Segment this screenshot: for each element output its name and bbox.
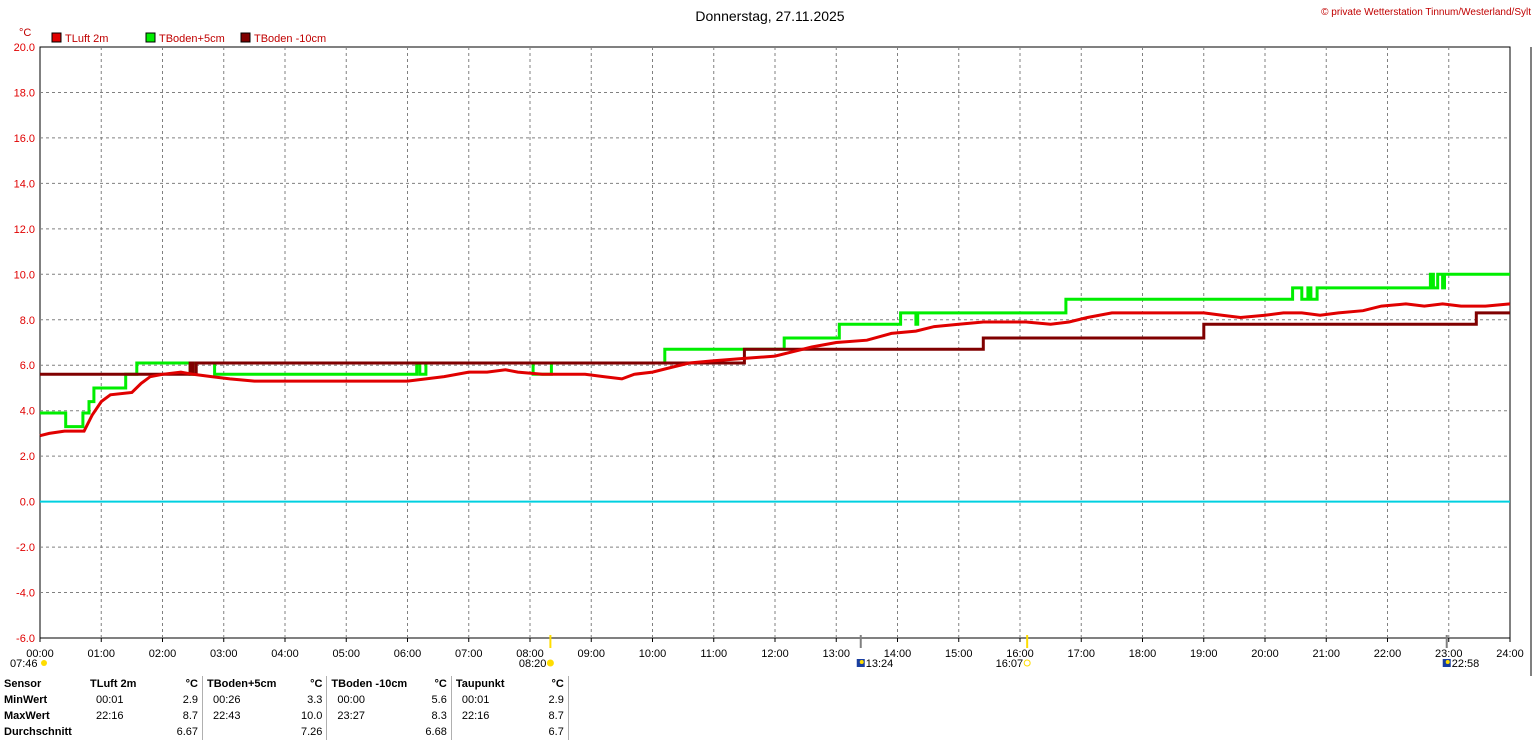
stats-cell: 22:16 bbox=[86, 708, 166, 724]
stats-row-label: MinWert bbox=[0, 692, 86, 708]
stats-cell: 10.0 bbox=[297, 708, 327, 724]
statistics-table: Sensor TLuft 2m °C TBoden+5cm °C TBoden … bbox=[0, 676, 569, 740]
stats-cell: 00:01 bbox=[86, 692, 166, 708]
stats-header-unit: °C bbox=[166, 676, 203, 692]
stats-header-sensor: Sensor bbox=[0, 676, 86, 692]
y-tick-label: 16.0 bbox=[14, 133, 35, 145]
marker-time-label: 07:46 bbox=[10, 658, 38, 670]
stats-cell: 00:26 bbox=[203, 692, 298, 708]
stats-header-tboden5: TBoden+5cm bbox=[203, 676, 298, 692]
chart-legend: TLuft 2m TBoden+5cm TBoden -10cm bbox=[52, 33, 326, 45]
stats-cell: 22:16 bbox=[451, 708, 534, 724]
stats-row-avg: Durchschnitt 6.67 7.26 6.68 6.7 bbox=[0, 724, 568, 740]
legend-label: TLuft 2m bbox=[65, 33, 108, 45]
stats-cell: 8.3 bbox=[421, 708, 451, 724]
stats-cell: 6.7 bbox=[534, 724, 569, 740]
x-tick-label: 03:00 bbox=[210, 648, 238, 660]
x-tick-label: 01:00 bbox=[87, 648, 115, 660]
stats-cell: 7.26 bbox=[297, 724, 327, 740]
legend-label: TBoden -10cm bbox=[254, 33, 326, 45]
y-tick-label: 0.0 bbox=[20, 497, 35, 509]
stats-header-unit: °C bbox=[421, 676, 451, 692]
x-tick-label: 09:00 bbox=[577, 648, 605, 660]
stats-cell: 23:27 bbox=[327, 708, 422, 724]
sunset-icon bbox=[1024, 660, 1030, 666]
copyright-note: © private Wetterstation Tinnum/Westerlan… bbox=[1321, 7, 1531, 18]
chart-title: Donnerstag, 27.11.2025 bbox=[695, 8, 844, 24]
stats-header-tboden10: TBoden -10cm bbox=[327, 676, 422, 692]
sunrise-icon bbox=[547, 660, 553, 666]
y-tick-label: -6.0 bbox=[16, 633, 35, 645]
stats-row-label: MaxWert bbox=[0, 708, 86, 724]
stats-cell: 8.7 bbox=[166, 708, 203, 724]
x-tick-label: 18:00 bbox=[1129, 648, 1157, 660]
legend-swatch bbox=[146, 33, 155, 42]
sunset-label: 16:07 bbox=[996, 658, 1024, 670]
stats-cell: 2.9 bbox=[166, 692, 203, 708]
stats-cell: 00:01 bbox=[451, 692, 534, 708]
sunrise-label: 08:20 bbox=[519, 658, 547, 670]
legend-swatch bbox=[241, 33, 250, 42]
y-tick-label: 18.0 bbox=[14, 87, 35, 99]
x-tick-label: 19:00 bbox=[1190, 648, 1218, 660]
stats-cell bbox=[86, 724, 166, 740]
stats-row-min: MinWert 00:01 2.9 00:26 3.3 00:00 5.6 00… bbox=[0, 692, 568, 708]
x-tick-label: 17:00 bbox=[1067, 648, 1095, 660]
x-tick-label: 12:00 bbox=[761, 648, 789, 660]
y-tick-label: 14.0 bbox=[14, 178, 35, 190]
stats-cell bbox=[203, 724, 298, 740]
moon-glyph-icon bbox=[860, 660, 864, 664]
x-tick-label: 07:00 bbox=[455, 648, 483, 660]
y-tick-label: -2.0 bbox=[16, 542, 35, 554]
sun-icon bbox=[41, 660, 47, 666]
stats-cell bbox=[451, 724, 534, 740]
stats-cell: 6.67 bbox=[166, 724, 203, 740]
x-tick-label: 11:00 bbox=[700, 648, 727, 660]
y-tick-label: 20.0 bbox=[14, 42, 35, 54]
stats-header-tluft: TLuft 2m bbox=[86, 676, 166, 692]
x-tick-label: 05:00 bbox=[332, 648, 360, 660]
stats-header-unit: °C bbox=[534, 676, 569, 692]
stats-cell bbox=[327, 724, 422, 740]
stats-row-label: Durchschnitt bbox=[0, 724, 86, 740]
stats-header-taupunkt: Taupunkt bbox=[451, 676, 534, 692]
stats-cell: 2.9 bbox=[534, 692, 569, 708]
y-tick-label: -4.0 bbox=[16, 588, 35, 600]
x-tick-label: 13:00 bbox=[822, 648, 850, 660]
x-tick-label: 22:00 bbox=[1374, 648, 1402, 660]
y-unit-label: °C bbox=[19, 27, 31, 39]
x-tick-label: 24:00 bbox=[1496, 648, 1524, 660]
stats-header-row: Sensor TLuft 2m °C TBoden+5cm °C TBoden … bbox=[0, 676, 568, 692]
y-tick-label: 12.0 bbox=[14, 224, 35, 236]
x-tick-label: 06:00 bbox=[394, 648, 422, 660]
y-tick-label: 8.0 bbox=[20, 315, 35, 327]
legend-label: TBoden+5cm bbox=[159, 33, 225, 45]
temperature-chart: Donnerstag, 27.11.2025 © private Wetters… bbox=[0, 0, 1536, 676]
x-tick-label: 21:00 bbox=[1312, 648, 1340, 660]
y-tick-label: 2.0 bbox=[20, 451, 35, 463]
stats-cell: 22:43 bbox=[203, 708, 298, 724]
stats-cell: 00:00 bbox=[327, 692, 422, 708]
legend-swatch bbox=[52, 33, 61, 42]
stats-row-max: MaxWert 22:16 8.7 22:43 10.0 23:27 8.3 2… bbox=[0, 708, 568, 724]
moonset-label: 22:58 bbox=[1452, 658, 1480, 670]
y-tick-label: 4.0 bbox=[20, 406, 35, 418]
stats-cell: 6.68 bbox=[421, 724, 451, 740]
y-tick-label: 6.0 bbox=[20, 360, 35, 372]
x-tick-label: 20:00 bbox=[1251, 648, 1279, 660]
moonrise-label: 13:24 bbox=[866, 658, 894, 670]
x-tick-label: 02:00 bbox=[149, 648, 177, 660]
moon-glyph-icon bbox=[1446, 660, 1450, 664]
y-tick-label: 10.0 bbox=[14, 269, 35, 281]
x-axis-ticks: 00:00 01:00 02:00 03:00 04:00 05:00 06:00 07:00… bbox=[26, 638, 1524, 660]
stats-cell: 3.3 bbox=[297, 692, 327, 708]
x-tick-label: 15:00 bbox=[945, 648, 973, 660]
y-axis-ticks: -6.0 -4.0 -2.0 0.0 2.0 4.0 6.0 8.0 10.0 12.0 14.0 1… bbox=[14, 42, 35, 645]
stats-header-unit: °C bbox=[297, 676, 327, 692]
stats-cell: 5.6 bbox=[421, 692, 451, 708]
stats-cell: 8.7 bbox=[534, 708, 569, 724]
x-tick-label: 04:00 bbox=[271, 648, 299, 660]
x-tick-label: 10:00 bbox=[639, 648, 667, 660]
